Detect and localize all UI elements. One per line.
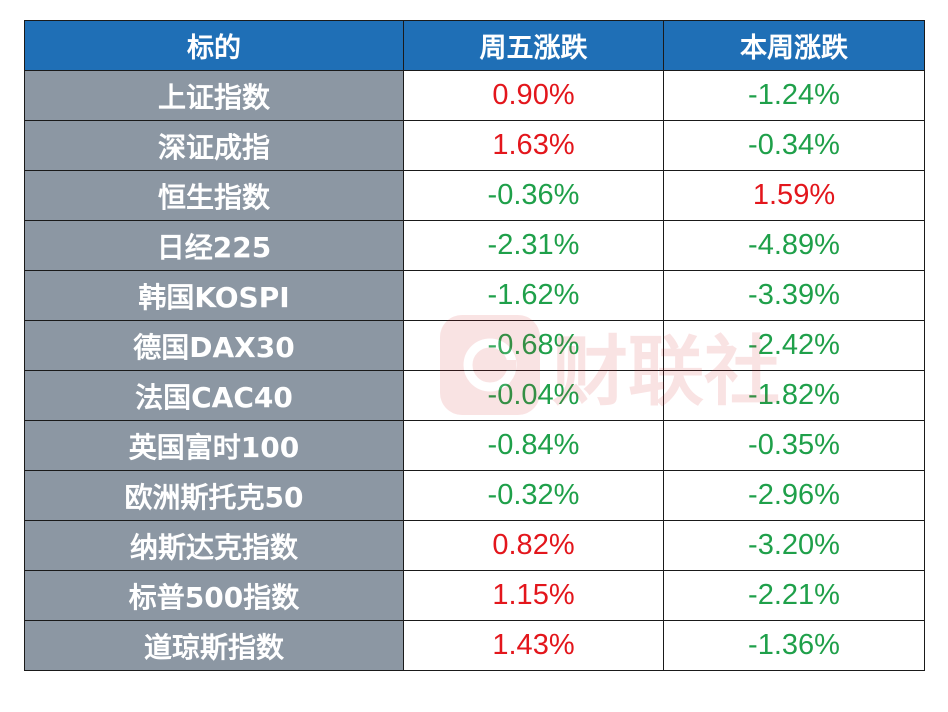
index-name-cell: 英国富时100: [24, 420, 404, 471]
week-change-cell: -3.39%: [663, 270, 925, 321]
table-header-row: 标的 周五涨跌 本周涨跌: [24, 20, 925, 71]
friday-change-cell: -0.32%: [403, 470, 664, 521]
index-name-cell: 欧洲斯托克50: [24, 470, 404, 521]
week-change-cell: -1.36%: [663, 620, 925, 671]
market-table: 标的 周五涨跌 本周涨跌 上证指数 0.90% -1.24% 深证成指 1.63% -0.…: [24, 20, 925, 671]
friday-change-cell: 0.90%: [403, 70, 664, 121]
friday-change-cell: 1.43%: [403, 620, 664, 671]
week-change-cell: -2.96%: [663, 470, 925, 521]
friday-change-cell: -0.04%: [403, 370, 664, 421]
index-name-cell: 上证指数: [24, 70, 404, 121]
friday-change-cell: 0.82%: [403, 520, 664, 571]
week-change-cell: -4.89%: [663, 220, 925, 271]
week-change-cell: -2.21%: [663, 570, 925, 621]
friday-change-cell: 1.63%: [403, 120, 664, 171]
table-row: 纳斯达克指数 0.82% -3.20%: [24, 520, 925, 571]
week-change-cell: -1.24%: [663, 70, 925, 121]
header-friday-change: 周五涨跌: [403, 20, 664, 71]
table-row: 法国CAC40 -0.04% -1.82%: [24, 370, 925, 421]
week-change-cell: -2.42%: [663, 320, 925, 371]
week-change-cell: -3.20%: [663, 520, 925, 571]
index-name-cell: 韩国KOSPI: [24, 270, 404, 321]
index-name-cell: 日经225: [24, 220, 404, 271]
table-row: 道琼斯指数 1.43% -1.36%: [24, 620, 925, 671]
friday-change-cell: -0.36%: [403, 170, 664, 221]
table-row: 标普500指数 1.15% -2.21%: [24, 570, 925, 621]
index-name-cell: 标普500指数: [24, 570, 404, 621]
table-row: 英国富时100 -0.84% -0.35%: [24, 420, 925, 471]
index-name-cell: 德国DAX30: [24, 320, 404, 371]
table-row: 恒生指数 -0.36% 1.59%: [24, 170, 925, 221]
week-change-cell: -0.35%: [663, 420, 925, 471]
index-name-cell: 恒生指数: [24, 170, 404, 221]
index-name-cell: 道琼斯指数: [24, 620, 404, 671]
week-change-cell: 1.59%: [663, 170, 925, 221]
table-row: 韩国KOSPI -1.62% -3.39%: [24, 270, 925, 321]
friday-change-cell: -0.68%: [403, 320, 664, 371]
header-index-name: 标的: [24, 20, 404, 71]
index-name-cell: 法国CAC40: [24, 370, 404, 421]
friday-change-cell: -0.84%: [403, 420, 664, 471]
friday-change-cell: -1.62%: [403, 270, 664, 321]
header-week-change: 本周涨跌: [663, 20, 925, 71]
week-change-cell: -1.82%: [663, 370, 925, 421]
index-name-cell: 纳斯达克指数: [24, 520, 404, 571]
table-row: 欧洲斯托克50 -0.32% -2.96%: [24, 470, 925, 521]
friday-change-cell: 1.15%: [403, 570, 664, 621]
week-change-cell: -0.34%: [663, 120, 925, 171]
table-row: 深证成指 1.63% -0.34%: [24, 120, 925, 171]
table-row: 上证指数 0.90% -1.24%: [24, 70, 925, 121]
table-row: 日经225 -2.31% -4.89%: [24, 220, 925, 271]
table-row: 德国DAX30 -0.68% -2.42%: [24, 320, 925, 371]
market-table-container: 标的 周五涨跌 本周涨跌 上证指数 0.90% -1.24% 深证成指 1.63% -0.…: [24, 20, 925, 671]
index-name-cell: 深证成指: [24, 120, 404, 171]
friday-change-cell: -2.31%: [403, 220, 664, 271]
